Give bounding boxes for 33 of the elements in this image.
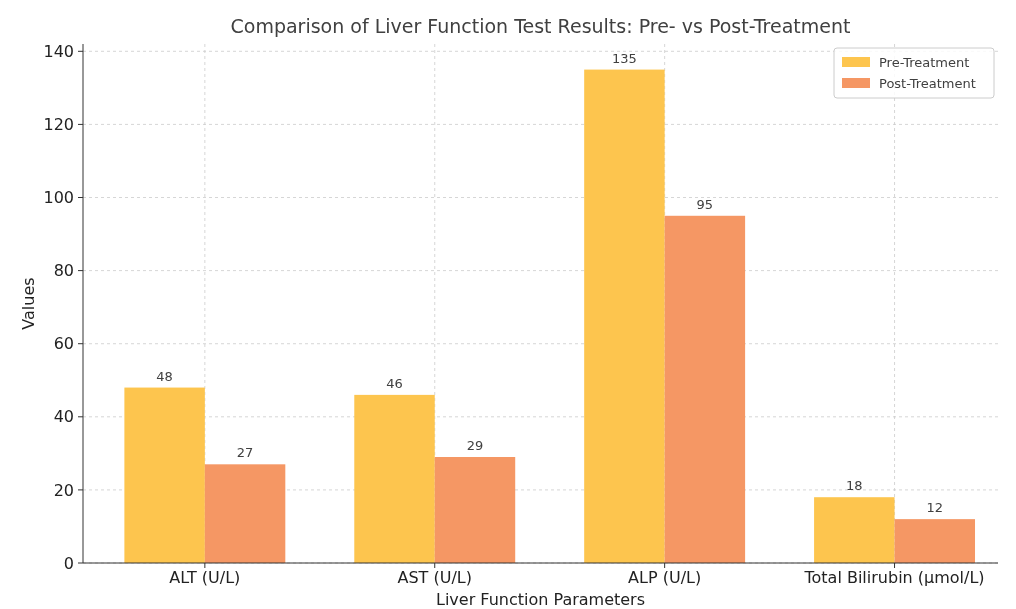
bar — [124, 387, 205, 563]
bar — [584, 69, 665, 563]
x-axis-title: Liver Function Parameters — [435, 590, 646, 609]
data-label: 12 — [926, 500, 944, 516]
y-axis-title: Values — [19, 277, 38, 330]
data-label: 135 — [612, 50, 637, 66]
bar — [434, 457, 516, 563]
y-tick-label: 140 — [43, 41, 74, 61]
data-label: 48 — [156, 368, 173, 384]
data-label: 46 — [386, 375, 403, 391]
x-tick-label: AST (U/L) — [397, 568, 472, 587]
data-label: 29 — [466, 438, 484, 454]
y-tick-label: 0 — [63, 553, 74, 573]
y-tick-label: 100 — [43, 188, 74, 208]
x-tick-label: ALT (U/L) — [169, 568, 241, 587]
bar — [354, 394, 435, 563]
bar — [204, 464, 286, 563]
legend-label: Post-Treatment — [879, 75, 976, 91]
y-tick-label: 80 — [53, 261, 74, 281]
y-tick-label: 60 — [53, 334, 74, 354]
y-tick-label: 40 — [53, 407, 74, 427]
data-label: 18 — [846, 478, 863, 494]
legend-label: Pre-Treatment — [879, 54, 970, 70]
y-tick-label: 120 — [43, 115, 74, 135]
x-tick-label: Total Bilirubin (µmol/L) — [803, 568, 985, 587]
data-label: 95 — [696, 196, 714, 212]
y-tick-label: 20 — [53, 480, 74, 500]
chart-title: Comparison of Liver Function Test Results: Pre- vs Post-Treatment — [230, 15, 851, 37]
bar — [814, 497, 895, 563]
data-label: 27 — [236, 445, 254, 461]
x-tick-label: ALP (U/L) — [628, 568, 702, 587]
bar — [664, 215, 746, 563]
bar — [894, 519, 976, 563]
